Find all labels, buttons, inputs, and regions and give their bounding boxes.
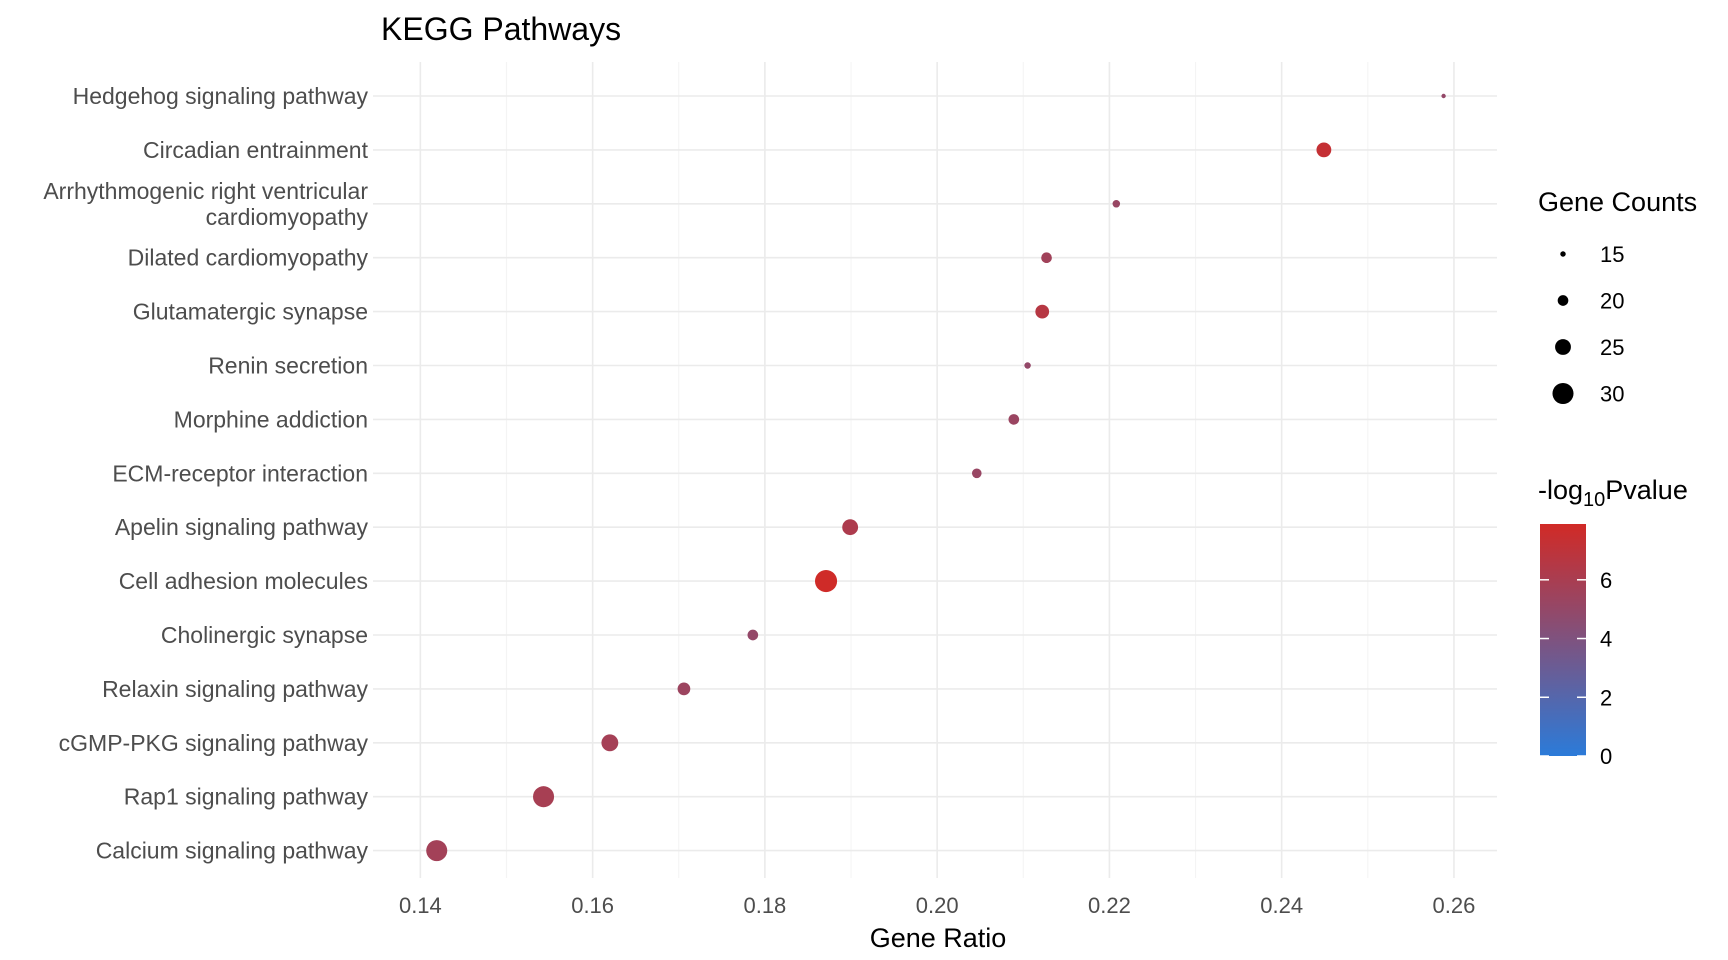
x-axis-tick-labels: 0.14 0.16 0.18 0.20 0.22 0.24 0.26 [399, 893, 1475, 918]
chart-title: KEGG Pathways [381, 11, 621, 47]
size-legend-label: 25 [1600, 335, 1624, 360]
size-legend-title: Gene Counts [1538, 187, 1697, 217]
y-tick-label: Morphine addiction [174, 406, 368, 432]
y-tick-label: ECM-receptor interaction [112, 460, 368, 486]
y-tick-label: Arrhythmogenic right ventricular cardiomy… [43, 178, 368, 230]
size-legend-key [1552, 382, 1574, 405]
data-point [1112, 200, 1121, 208]
size-legend-label: 20 [1600, 289, 1624, 314]
color-legend-label: 2 [1600, 685, 1612, 710]
color-legend-title: -log10Pvalue [1538, 475, 1688, 511]
color-legend: -log10Pvalue 0 2 4 6 [1538, 475, 1688, 769]
color-legend-label: 6 [1600, 568, 1612, 593]
y-tick-label: Calcium signaling pathway [96, 838, 369, 864]
data-point [842, 519, 859, 536]
y-tick-label: Apelin signaling pathway [115, 514, 369, 540]
size-legend-key [1555, 339, 1571, 355]
y-tick-label: Cholinergic synapse [161, 622, 368, 648]
data-point [533, 786, 555, 808]
x-axis-title: Gene Ratio [870, 923, 1007, 953]
x-tick-label: 0.16 [571, 893, 614, 918]
color-legend-title-prefix: -log [1538, 475, 1583, 505]
y-tick-label: Rap1 signaling pathway [124, 784, 369, 810]
data-point [815, 570, 838, 593]
data-point [1316, 142, 1332, 158]
data-point [426, 840, 448, 862]
data-points [426, 93, 1446, 862]
x-tick-label: 0.24 [1260, 893, 1303, 918]
data-point [747, 629, 759, 641]
y-tick-label: Glutamatergic synapse [133, 299, 368, 325]
data-point [1041, 252, 1052, 264]
data-point [601, 734, 619, 752]
data-point [1035, 304, 1050, 319]
size-legend-label: 30 [1600, 382, 1624, 407]
color-legend-label: 4 [1600, 627, 1612, 652]
y-tick-label: Dilated cardiomyopathy [128, 245, 369, 271]
y-tick-label: Renin secretion [208, 353, 368, 379]
data-point [1024, 362, 1031, 369]
y-axis-labels: Hedgehog signaling pathway Circadian entr… [43, 83, 368, 864]
y-tick-label: Relaxin signaling pathway [102, 676, 368, 702]
color-legend-title-subscript: 10 [1583, 489, 1605, 511]
grid [373, 62, 1497, 878]
color-legend-title-suffix: Pvalue [1605, 475, 1688, 505]
x-tick-label: 0.22 [1088, 893, 1131, 918]
data-point [677, 682, 691, 696]
color-legend-label: 0 [1600, 744, 1612, 769]
y-tick-label: cGMP-PKG signaling pathway [59, 730, 369, 756]
data-point [1441, 93, 1446, 99]
color-legend-bar [1540, 524, 1586, 756]
size-legend-key [1557, 295, 1569, 306]
y-tick-label: Circadian entrainment [143, 137, 369, 163]
size-legend: Gene Counts 15 20 25 30 [1538, 187, 1697, 407]
data-point [1008, 414, 1020, 425]
y-tick-label: Cell adhesion molecules [119, 568, 368, 594]
x-tick-label: 0.20 [916, 893, 959, 918]
x-tick-label: 0.18 [743, 893, 786, 918]
x-tick-label: 0.14 [399, 893, 442, 918]
size-legend-label: 15 [1600, 242, 1624, 267]
size-legend-key [1560, 251, 1566, 257]
data-point [971, 468, 982, 479]
x-tick-label: 0.26 [1433, 893, 1476, 918]
y-tick-label: Hedgehog signaling pathway [73, 83, 369, 109]
